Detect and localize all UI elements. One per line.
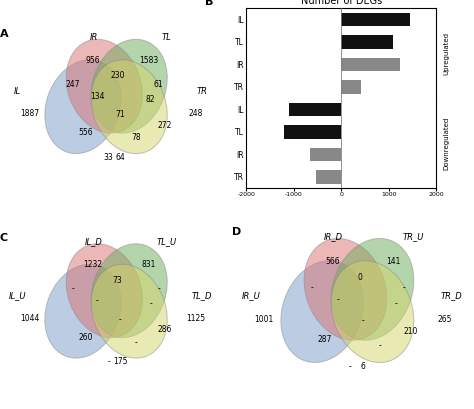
Text: 1583: 1583 — [139, 56, 158, 65]
Text: 0: 0 — [357, 273, 362, 282]
Text: -: - — [157, 284, 160, 293]
Text: 956: 956 — [85, 56, 100, 65]
Text: 33: 33 — [104, 153, 114, 162]
Text: TL_D: TL_D — [192, 292, 212, 301]
Text: -: - — [349, 362, 352, 371]
Ellipse shape — [45, 264, 121, 358]
Text: -: - — [135, 338, 138, 347]
Text: 73: 73 — [113, 276, 122, 285]
Text: IL_U: IL_U — [9, 292, 27, 301]
Text: 286: 286 — [158, 326, 172, 335]
Text: 210: 210 — [404, 327, 419, 336]
Text: IR_D: IR_D — [324, 231, 343, 240]
Text: 1125: 1125 — [186, 314, 206, 323]
Text: 78: 78 — [131, 133, 141, 142]
Text: Upregulated: Upregulated — [444, 31, 450, 75]
Bar — [341, 13, 410, 26]
Text: TL_U: TL_U — [156, 237, 177, 246]
Text: 265: 265 — [438, 315, 452, 324]
Bar — [289, 103, 341, 116]
Text: 64: 64 — [116, 153, 125, 162]
Text: -: - — [72, 284, 74, 293]
Bar — [316, 170, 341, 184]
Bar — [341, 80, 361, 94]
Text: D: D — [232, 227, 242, 237]
Text: 134: 134 — [90, 92, 104, 101]
Text: 141: 141 — [387, 257, 401, 266]
Text: C: C — [0, 233, 8, 243]
Ellipse shape — [66, 244, 142, 337]
Text: IL: IL — [14, 87, 21, 96]
Bar — [341, 58, 400, 71]
Text: IR_U: IR_U — [242, 291, 261, 300]
Text: TR: TR — [197, 87, 208, 96]
Text: -: - — [96, 296, 99, 305]
Text: -: - — [310, 283, 313, 292]
Text: 260: 260 — [78, 333, 93, 342]
Text: -: - — [403, 283, 406, 292]
Text: A: A — [0, 29, 9, 38]
Bar — [310, 148, 341, 161]
Text: -: - — [336, 295, 339, 304]
Ellipse shape — [281, 261, 364, 362]
Text: TL: TL — [162, 33, 172, 42]
Text: -: - — [361, 316, 364, 325]
Ellipse shape — [91, 60, 167, 154]
Text: 61: 61 — [154, 80, 164, 89]
Text: 287: 287 — [318, 335, 332, 344]
Ellipse shape — [331, 261, 414, 362]
Text: 230: 230 — [110, 71, 125, 80]
Text: 82: 82 — [146, 95, 155, 104]
Text: 1001: 1001 — [255, 315, 274, 324]
Text: IR: IR — [90, 33, 98, 42]
Text: TR_D: TR_D — [441, 291, 463, 300]
Ellipse shape — [45, 60, 121, 154]
Text: Downregulated: Downregulated — [444, 117, 450, 170]
Text: 831: 831 — [142, 261, 156, 270]
Ellipse shape — [91, 264, 167, 358]
Ellipse shape — [66, 39, 142, 133]
Text: -: - — [107, 357, 110, 366]
Text: 1232: 1232 — [83, 261, 102, 270]
Text: -: - — [394, 299, 397, 308]
Text: -: - — [379, 341, 382, 350]
Text: 248: 248 — [189, 109, 203, 118]
Text: 71: 71 — [116, 110, 125, 119]
Text: 1044: 1044 — [20, 314, 39, 323]
Text: -: - — [119, 315, 122, 324]
Text: -: - — [149, 299, 152, 308]
Bar — [284, 125, 341, 139]
Text: IL_D: IL_D — [85, 237, 102, 246]
Text: 1887: 1887 — [20, 109, 39, 118]
Ellipse shape — [304, 238, 387, 340]
Text: 247: 247 — [66, 80, 80, 89]
Ellipse shape — [91, 39, 167, 133]
Text: 566: 566 — [326, 257, 340, 266]
Bar — [341, 35, 393, 49]
Text: B: B — [205, 0, 213, 7]
Ellipse shape — [91, 244, 167, 337]
Text: TR_U: TR_U — [402, 231, 424, 240]
Text: 272: 272 — [158, 121, 172, 130]
Text: 175: 175 — [113, 357, 128, 366]
Ellipse shape — [331, 238, 414, 340]
Text: 6: 6 — [360, 362, 365, 371]
Text: 556: 556 — [78, 128, 93, 137]
Title: Number of DEGs: Number of DEGs — [301, 0, 382, 6]
